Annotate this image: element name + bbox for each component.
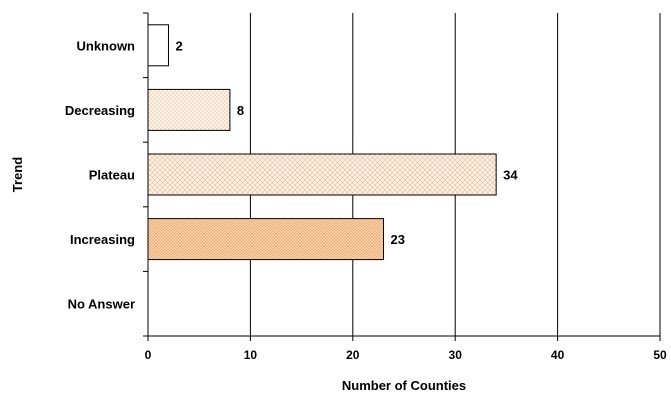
category-label-decreasing: Decreasing [65, 103, 135, 118]
data-label-increasing: 23 [391, 232, 405, 247]
category-label-increasing: Increasing [70, 232, 135, 247]
x-axis-title: Number of Counties [342, 378, 466, 393]
data-label-decreasing: 8 [237, 103, 244, 118]
bars [147, 24, 497, 261]
axes [143, 12, 661, 341]
bar-increasing [147, 218, 385, 261]
x-tick-label-10: 10 [244, 348, 258, 362]
bar-unknown [147, 24, 169, 67]
data-label-unknown: 2 [175, 38, 182, 53]
data-label-plateau: 34 [503, 168, 518, 183]
bar-decreasing [147, 88, 231, 131]
category-label-unknown: Unknown [77, 38, 136, 53]
x-tick-label-0: 0 [145, 348, 152, 362]
x-tick-label-40: 40 [551, 348, 565, 362]
category-label-no-answer: No Answer [68, 297, 135, 312]
labels: 0 10 20 30 40 50 Unknown 2 Decreasing 8 Plateau 34 I… [65, 38, 667, 362]
x-tick-label-30: 30 [449, 348, 463, 362]
bar-plateau [147, 153, 497, 196]
x-tick-label-50: 50 [653, 348, 667, 362]
category-label-plateau: Plateau [89, 168, 135, 183]
y-axis-title: Trend [10, 157, 25, 192]
x-tick-label-20: 20 [346, 348, 360, 362]
